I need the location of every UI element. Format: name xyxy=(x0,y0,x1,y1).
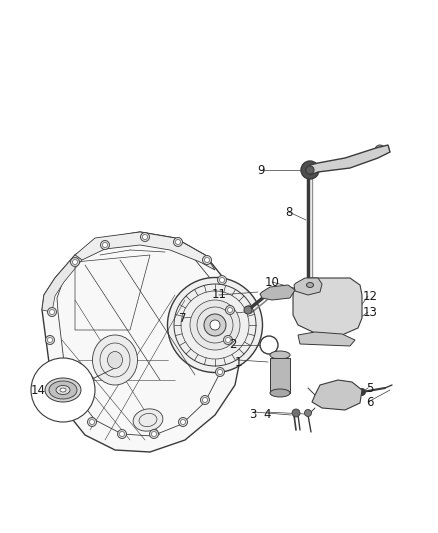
Circle shape xyxy=(173,238,183,246)
Circle shape xyxy=(88,417,96,426)
Text: 2: 2 xyxy=(229,338,237,351)
Text: 14: 14 xyxy=(31,384,46,397)
Text: 1: 1 xyxy=(234,356,242,368)
Ellipse shape xyxy=(107,351,123,368)
Ellipse shape xyxy=(133,409,163,431)
Circle shape xyxy=(305,166,314,174)
Ellipse shape xyxy=(204,314,226,336)
Ellipse shape xyxy=(306,166,314,174)
Text: 12: 12 xyxy=(363,289,378,303)
Circle shape xyxy=(202,398,208,402)
Circle shape xyxy=(313,302,323,312)
Circle shape xyxy=(223,335,233,344)
Text: 3: 3 xyxy=(249,408,257,421)
Circle shape xyxy=(304,409,311,416)
Circle shape xyxy=(292,409,300,417)
Text: 11: 11 xyxy=(212,288,226,302)
Ellipse shape xyxy=(270,351,290,359)
Circle shape xyxy=(179,417,187,426)
Text: 6: 6 xyxy=(366,395,374,408)
Polygon shape xyxy=(310,145,390,175)
Circle shape xyxy=(226,337,230,343)
Circle shape xyxy=(66,395,74,405)
Circle shape xyxy=(117,430,127,439)
Polygon shape xyxy=(298,332,355,346)
Circle shape xyxy=(201,395,209,405)
Polygon shape xyxy=(42,255,82,312)
Circle shape xyxy=(120,432,124,437)
Circle shape xyxy=(141,232,149,241)
Circle shape xyxy=(46,335,54,344)
Circle shape xyxy=(56,367,60,373)
Circle shape xyxy=(49,310,54,314)
Circle shape xyxy=(227,308,233,312)
Circle shape xyxy=(67,398,73,402)
Circle shape xyxy=(152,432,156,437)
Ellipse shape xyxy=(270,389,290,397)
Circle shape xyxy=(89,419,95,424)
Circle shape xyxy=(100,240,110,249)
Text: 13: 13 xyxy=(363,305,378,319)
Circle shape xyxy=(53,366,63,375)
Text: 5: 5 xyxy=(366,382,374,394)
Circle shape xyxy=(47,308,57,317)
Text: 9: 9 xyxy=(257,164,265,176)
Circle shape xyxy=(71,257,80,266)
Circle shape xyxy=(205,257,209,262)
Ellipse shape xyxy=(45,378,81,402)
Text: 4: 4 xyxy=(263,408,271,421)
Circle shape xyxy=(102,243,107,247)
Circle shape xyxy=(335,302,345,312)
Circle shape xyxy=(176,239,180,245)
Ellipse shape xyxy=(307,282,314,287)
Polygon shape xyxy=(42,232,242,452)
Circle shape xyxy=(142,235,148,239)
Circle shape xyxy=(358,389,365,395)
Polygon shape xyxy=(75,232,215,270)
Ellipse shape xyxy=(210,320,220,330)
Circle shape xyxy=(218,369,223,375)
Circle shape xyxy=(326,304,332,310)
Circle shape xyxy=(375,145,385,155)
Circle shape xyxy=(226,305,234,314)
Circle shape xyxy=(202,255,212,264)
Circle shape xyxy=(180,419,186,424)
Circle shape xyxy=(332,389,344,401)
Ellipse shape xyxy=(167,278,262,373)
Polygon shape xyxy=(293,278,362,335)
Circle shape xyxy=(215,367,225,376)
Circle shape xyxy=(378,148,382,152)
Polygon shape xyxy=(270,358,290,393)
Circle shape xyxy=(244,306,252,314)
Circle shape xyxy=(47,337,53,343)
Circle shape xyxy=(149,430,159,439)
Polygon shape xyxy=(260,285,295,300)
Circle shape xyxy=(219,278,225,282)
Text: 7: 7 xyxy=(179,311,187,325)
Ellipse shape xyxy=(49,381,77,399)
Polygon shape xyxy=(294,278,322,295)
Ellipse shape xyxy=(92,335,138,385)
Polygon shape xyxy=(312,380,362,410)
Ellipse shape xyxy=(190,300,240,350)
Ellipse shape xyxy=(60,388,66,392)
Circle shape xyxy=(218,276,226,285)
Circle shape xyxy=(301,161,319,179)
Circle shape xyxy=(31,358,95,422)
Circle shape xyxy=(73,260,78,264)
Ellipse shape xyxy=(56,385,70,394)
Text: 8: 8 xyxy=(285,206,293,219)
Text: 10: 10 xyxy=(265,276,279,288)
